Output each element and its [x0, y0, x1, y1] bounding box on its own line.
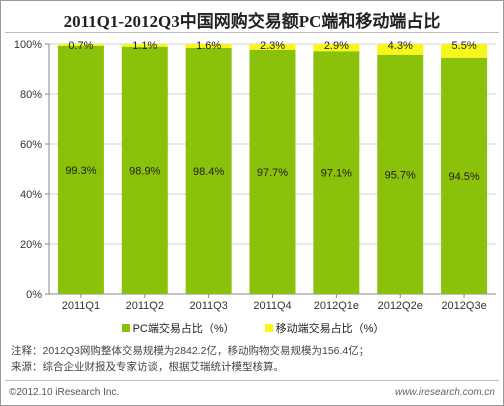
bar-pc — [377, 54, 424, 294]
x-tick-label: 2012Q1e — [314, 300, 359, 312]
bar-mobile — [57, 44, 104, 46]
legend-label-pc: PC端交易占比（%） — [132, 323, 235, 335]
bar-mobile — [185, 44, 232, 48]
x-tick-label: 2012Q2e — [378, 300, 423, 312]
x-tick-label: 2011Q4 — [253, 300, 291, 312]
chart-title: 2011Q1-2012Q3中国网购交易额PC端和移动端占比 — [63, 12, 441, 31]
stacked-bar-chart: 0% 20% 40% 60% 80% 100% 99.3% 0.7% 2011Q1 98.9% 1.… — [14, 39, 496, 312]
x-tick-label: 2012Q3e — [441, 300, 486, 312]
source-url[interactable]: www.iresearch.com.cn — [394, 387, 495, 398]
data-label-mobile: 1.6% — [196, 40, 221, 52]
bar-pc — [313, 51, 360, 294]
legend-item-mobile: 移动端交易占比（%） — [264, 320, 385, 336]
x-tick-label: 2011Q1 — [62, 300, 100, 312]
x-tick-label: 2011Q3 — [189, 300, 227, 312]
footer-divider — [5, 380, 499, 381]
data-label-mobile: 2.9% — [324, 40, 349, 52]
bar-mobile — [377, 44, 424, 55]
legend-item-pc: PC端交易占比（%） — [121, 320, 235, 336]
bar-pc — [121, 46, 168, 294]
bar-mobile — [249, 44, 296, 50]
data-label-mobile: 2.3% — [260, 40, 285, 52]
bar-mobile — [121, 44, 168, 47]
data-label-pc: 99.3% — [65, 165, 96, 177]
bar-mobile — [441, 44, 488, 58]
y-tick-label: 80% — [20, 89, 42, 101]
copyright-text: ©2012.10 iResearch Inc. — [9, 387, 120, 398]
x-tick-label: 2011Q2 — [126, 300, 164, 312]
data-label-mobile: 5.5% — [452, 40, 477, 52]
bar-pc — [249, 49, 296, 294]
chart-legend: PC端交易占比（%） 移动端交易占比（%） — [1, 320, 503, 336]
data-label-pc: 94.5% — [448, 171, 479, 183]
data-label-mobile: 4.3% — [388, 40, 413, 52]
legend-swatch-mobile — [264, 324, 273, 332]
legend-label-mobile: 移动端交易占比（%） — [275, 323, 385, 335]
y-tick-label: 20% — [20, 239, 42, 251]
data-label-mobile: 0.7% — [68, 40, 93, 52]
bar-pc — [185, 48, 232, 294]
bar-pc — [441, 57, 488, 294]
title-divider — [5, 32, 499, 33]
data-label-mobile: 1.1% — [132, 40, 157, 52]
y-tick-label: 0% — [26, 289, 42, 301]
bar-pc — [57, 45, 104, 294]
data-label-pc: 97.1% — [321, 168, 352, 180]
data-label-pc: 98.9% — [129, 165, 160, 177]
data-label-pc: 98.4% — [193, 166, 224, 178]
bar-mobile — [313, 44, 360, 52]
data-label-pc: 97.7% — [257, 167, 288, 179]
data-label-pc: 95.7% — [385, 169, 416, 181]
legend-swatch-pc — [121, 324, 130, 332]
y-tick-label: 60% — [20, 139, 42, 151]
chart-note: 注释：2012Q3网购整体交易规模为2842.2亿，移动购物交易规模为156.4… — [11, 345, 370, 357]
chart-source: 来源：综合企业财报及专家访谈，根据艾瑞统计模型核算。 — [11, 361, 284, 373]
y-tick-label: 100% — [14, 39, 42, 51]
y-tick-label: 40% — [20, 189, 42, 201]
